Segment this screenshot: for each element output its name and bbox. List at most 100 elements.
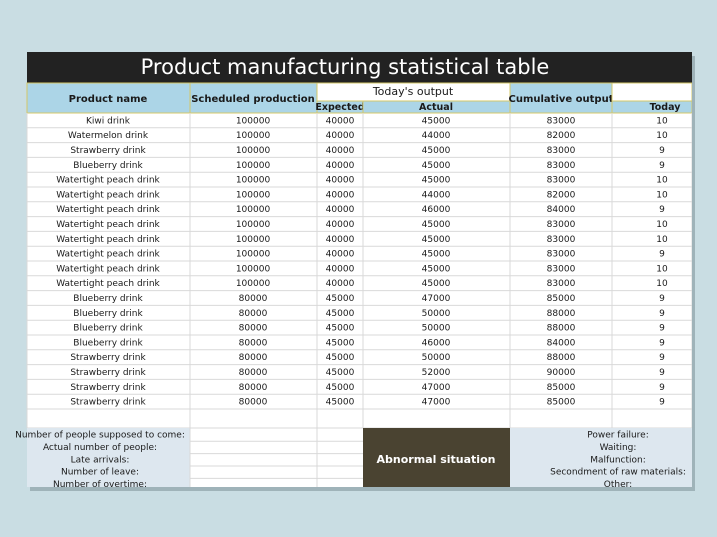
cell-text: Strawberry drink bbox=[70, 146, 146, 156]
cell-text: 45000 bbox=[422, 116, 451, 126]
cell-text: Kiwi drink bbox=[86, 116, 131, 126]
footer-label: Power failure: bbox=[587, 431, 649, 441]
cell-text: 100000 bbox=[236, 146, 271, 156]
cell-text: 100000 bbox=[236, 220, 271, 230]
header-label: Product name bbox=[69, 94, 148, 105]
cell-text: 45000 bbox=[326, 294, 355, 304]
cell-text: 80000 bbox=[239, 353, 268, 363]
sheet-content: Product manufacturing statistical table P… bbox=[15, 52, 692, 490]
cell-text: 45000 bbox=[326, 368, 355, 378]
cell-text: Watertight peach drink bbox=[56, 176, 160, 186]
cell-text: Watermelon drink bbox=[68, 131, 149, 141]
cell-text: 40000 bbox=[326, 220, 355, 230]
cell-text: 45000 bbox=[422, 161, 451, 171]
cell-text: 45000 bbox=[326, 353, 355, 363]
cell-text: 40000 bbox=[326, 146, 355, 156]
footer-label: Actual number of people: bbox=[43, 443, 157, 453]
cell-text: 9 bbox=[659, 161, 665, 171]
cell-text: 40000 bbox=[326, 279, 355, 289]
cell-text: 40000 bbox=[326, 264, 355, 274]
cell-text: 80000 bbox=[239, 324, 268, 334]
cell-text: 10 bbox=[656, 190, 668, 200]
header-label: Actual bbox=[419, 102, 453, 113]
cell-text: 100000 bbox=[236, 190, 271, 200]
cell-text: 40000 bbox=[326, 131, 355, 141]
footer-cell bbox=[363, 428, 510, 487]
cell-text: 50000 bbox=[422, 309, 451, 319]
cell-text: 45000 bbox=[326, 338, 355, 348]
cell-text: Strawberry drink bbox=[70, 368, 146, 378]
header-label: Today bbox=[650, 102, 682, 113]
header-label: Expected bbox=[315, 102, 364, 113]
footer-label: Malfunction: bbox=[590, 455, 646, 465]
cell-text: 80000 bbox=[239, 338, 268, 348]
title: Product manufacturing statistical table bbox=[141, 55, 550, 79]
cell-text: 80000 bbox=[239, 309, 268, 319]
cell-text: 9 bbox=[659, 294, 665, 304]
cell-text: Watertight peach drink bbox=[56, 279, 160, 289]
cell-text: Strawberry drink bbox=[70, 383, 146, 393]
cell-text: 45000 bbox=[326, 398, 355, 408]
cell-text: 45000 bbox=[422, 250, 451, 260]
cell-text: Blueberry drink bbox=[73, 161, 143, 171]
cell-text: 40000 bbox=[326, 176, 355, 186]
cell-text: 10 bbox=[656, 176, 668, 186]
cell-text: 88000 bbox=[547, 324, 576, 334]
header-label: Cumulative output bbox=[509, 94, 614, 105]
sheet bbox=[27, 52, 692, 487]
cell-text: 9 bbox=[659, 353, 665, 363]
cell-text: 88000 bbox=[547, 353, 576, 363]
cell-text: 80000 bbox=[239, 368, 268, 378]
cell-text: 80000 bbox=[239, 383, 268, 393]
cell-text: 50000 bbox=[422, 353, 451, 363]
cell-text: 45000 bbox=[422, 235, 451, 245]
cell-text: 45000 bbox=[326, 383, 355, 393]
cell-text: 10 bbox=[656, 116, 668, 126]
header-cell bbox=[26, 82, 191, 114]
cell-text: 45000 bbox=[422, 176, 451, 186]
cell-text: Strawberry drink bbox=[70, 353, 146, 363]
cell-text: 52000 bbox=[422, 368, 451, 378]
cell-text: 9 bbox=[659, 146, 665, 156]
cell-text: 100000 bbox=[236, 116, 271, 126]
cell-text: 82000 bbox=[547, 131, 576, 141]
cell-text: 45000 bbox=[326, 324, 355, 334]
footer-cell bbox=[510, 428, 692, 487]
footer-label: Secondment of raw materials: bbox=[550, 468, 686, 478]
abnormal-label: Abnormal situation bbox=[377, 453, 496, 466]
cell-text: 85000 bbox=[547, 294, 576, 304]
cell-text: 100000 bbox=[236, 131, 271, 141]
header-cell bbox=[509, 82, 613, 114]
cell-text: 45000 bbox=[422, 264, 451, 274]
cell-text: 100000 bbox=[236, 250, 271, 260]
cell-text: 9 bbox=[659, 250, 665, 260]
cell-text: 83000 bbox=[547, 279, 576, 289]
cell-text: Watertight peach drink bbox=[56, 250, 160, 260]
cell-text: 84000 bbox=[547, 338, 576, 348]
footer-label: Waiting: bbox=[600, 443, 637, 453]
cell-text: 44000 bbox=[422, 131, 451, 141]
cell-text: Blueberry drink bbox=[73, 309, 143, 319]
cell-text: Watertight peach drink bbox=[56, 220, 160, 230]
cell-text: Watertight peach drink bbox=[56, 264, 160, 274]
footer-label: Number of leave: bbox=[61, 468, 139, 478]
cell-text: 83000 bbox=[547, 264, 576, 274]
cell-text: 47000 bbox=[422, 383, 451, 393]
cell-text: 83000 bbox=[547, 235, 576, 245]
cell-text: 82000 bbox=[547, 190, 576, 200]
cell-text: 45000 bbox=[326, 309, 355, 319]
cell-text: 10 bbox=[656, 131, 668, 141]
cell-text: 83000 bbox=[547, 116, 576, 126]
cell-text: 10 bbox=[656, 235, 668, 245]
cell-text: 83000 bbox=[547, 250, 576, 260]
cell-text: 88000 bbox=[547, 309, 576, 319]
cell-text: Blueberry drink bbox=[73, 338, 143, 348]
cell-text: 46000 bbox=[422, 205, 451, 215]
cell-text: 100000 bbox=[236, 235, 271, 245]
cell-text: Watertight peach drink bbox=[56, 205, 160, 215]
footer-label: Other: bbox=[604, 480, 632, 490]
cell-text: 40000 bbox=[326, 235, 355, 245]
cell-text: Strawberry drink bbox=[70, 398, 146, 408]
header-label: Scheduled production bbox=[191, 94, 315, 105]
